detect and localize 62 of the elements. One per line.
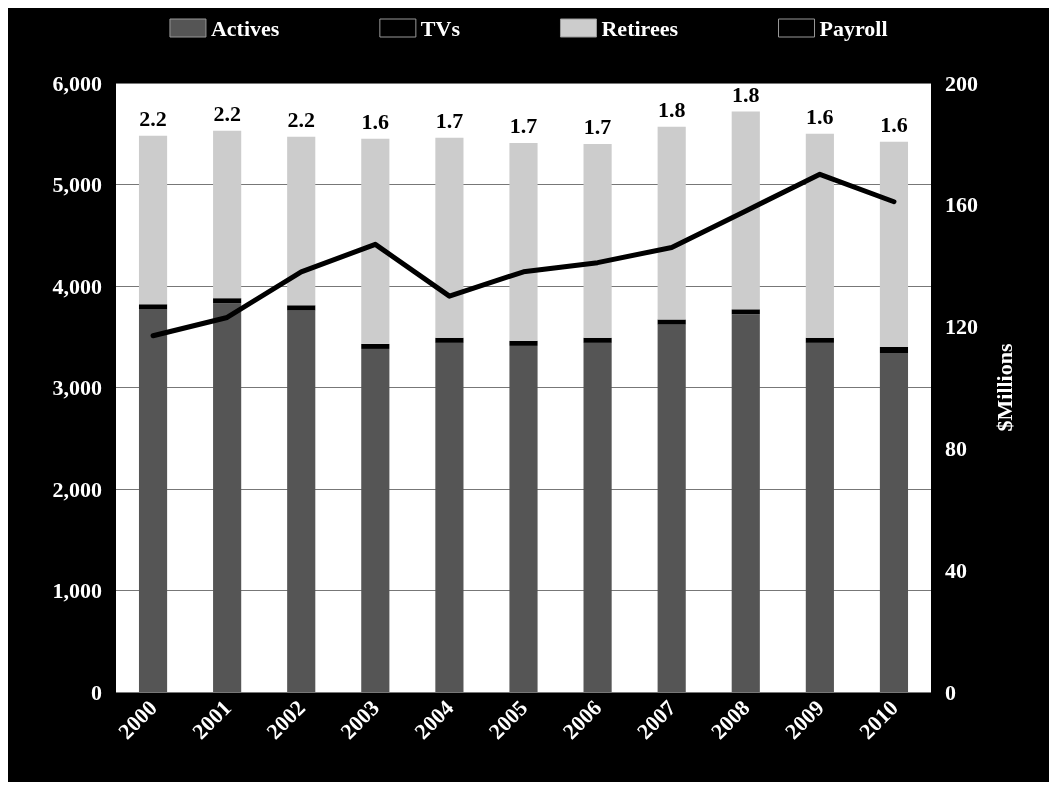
y2-tick-label: 160 xyxy=(945,192,978,218)
bar xyxy=(138,304,168,310)
y-tick-label: 0 xyxy=(91,679,102,705)
bar xyxy=(879,346,909,353)
bar xyxy=(583,337,612,343)
legend-label: Payroll xyxy=(819,15,888,41)
bar xyxy=(213,130,242,299)
annotation: 2.2 xyxy=(287,107,315,133)
annotation: 2.2 xyxy=(139,106,167,132)
annotation: 1.6 xyxy=(880,112,908,138)
annotation: 2.2 xyxy=(213,101,241,127)
bar xyxy=(879,141,909,347)
y-tick-label: 6,000 xyxy=(52,70,102,96)
bar xyxy=(361,343,390,349)
bar xyxy=(657,126,686,320)
bar xyxy=(731,111,760,310)
bar xyxy=(361,138,390,344)
annotation: 1.7 xyxy=(435,108,464,134)
bar xyxy=(287,305,316,311)
bar xyxy=(805,133,834,338)
bar xyxy=(213,298,242,304)
y2-tick-label: 200 xyxy=(945,70,978,96)
bar xyxy=(138,309,168,692)
annotation: 1.7 xyxy=(509,113,538,139)
bar xyxy=(657,324,686,692)
bar xyxy=(583,143,612,338)
y-tick-label: 5,000 xyxy=(52,172,102,197)
y-tick-label: 1,000 xyxy=(52,578,102,603)
annotation: 1.8 xyxy=(732,81,760,107)
y2-tick-label: 40 xyxy=(945,557,967,583)
bar xyxy=(879,352,909,692)
legend-label: Retirees xyxy=(601,15,679,41)
y-tick-label: 3,000 xyxy=(52,375,102,400)
legend-label: TVs xyxy=(420,15,461,41)
y2-axis-title: $Millions xyxy=(991,343,1017,432)
y2-tick-label: 120 xyxy=(945,314,978,340)
annotation: 1.7 xyxy=(583,114,612,140)
y2-tick-label: 80 xyxy=(945,435,967,461)
y-tick-label: 2,000 xyxy=(52,476,102,502)
bar xyxy=(657,319,686,325)
bar xyxy=(583,342,612,692)
y2-tick-label: 0 xyxy=(945,679,956,705)
bar xyxy=(435,337,464,343)
bar xyxy=(361,348,390,692)
annotation: 1.8 xyxy=(657,97,686,123)
bar xyxy=(805,342,834,692)
bar xyxy=(805,337,834,343)
bar xyxy=(138,135,168,305)
bar xyxy=(435,342,464,692)
bar xyxy=(731,314,760,692)
bar xyxy=(509,345,538,692)
annotation: 1.6 xyxy=(361,109,390,135)
y-tick-label: 4,000 xyxy=(52,273,102,299)
bar xyxy=(509,142,538,341)
bar xyxy=(287,310,316,692)
bar xyxy=(731,309,760,315)
bar xyxy=(435,137,464,338)
bar xyxy=(287,136,316,306)
bar xyxy=(509,340,538,346)
bar xyxy=(213,303,242,692)
legend-label: Actives xyxy=(210,15,280,41)
annotation: 1.6 xyxy=(806,104,834,130)
